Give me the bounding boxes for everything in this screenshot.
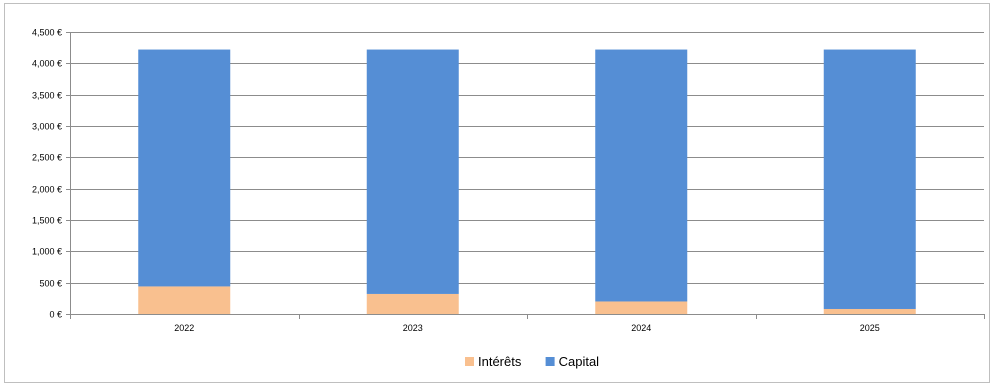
x-tick-label: 2025: [860, 323, 880, 333]
legend-swatch: [465, 357, 474, 366]
legend-label: Intérêts: [478, 354, 522, 369]
legend-label: Capital: [559, 354, 600, 369]
y-tick-label: 2,500 €: [32, 153, 62, 163]
y-tick-label: 1,000 €: [32, 247, 62, 257]
bar-capital-2025: [823, 49, 916, 309]
bar-int-r-ts-2023: [366, 293, 459, 314]
y-tick-label: 4,500 €: [32, 28, 62, 38]
y-tick-label: 500 €: [39, 279, 62, 289]
x-tick-label: 2023: [403, 323, 423, 333]
y-tick-label: 3,500 €: [32, 91, 62, 101]
x-tick-label: 2022: [174, 323, 194, 333]
bar-int-r-ts-2024: [595, 301, 688, 314]
bar-capital-2022: [138, 49, 231, 287]
y-tick-label: 1,500 €: [32, 216, 62, 226]
y-tick-label: 4,000 €: [32, 59, 62, 69]
bar-int-r-ts-2025: [823, 308, 916, 314]
y-axis: 0 € 500 € 1,000 € 1,500 € 2,000 € 2,500 € 3,00…: [32, 28, 71, 320]
bar-int-r-ts-2022: [138, 286, 231, 314]
bar-capital-2023: [366, 49, 459, 294]
y-tick-label: 2,000 €: [32, 185, 62, 195]
legend: Intérêts Capital: [465, 354, 599, 369]
x-axis: 2022 2023 2024 2025: [70, 314, 985, 333]
legend-swatch: [545, 357, 555, 366]
x-tick-label: 2024: [631, 323, 651, 333]
y-tick-label: 3,000 €: [32, 122, 62, 132]
y-tick-label: 0 €: [49, 310, 62, 320]
bars: [138, 49, 916, 314]
bar-capital-2024: [595, 49, 688, 302]
